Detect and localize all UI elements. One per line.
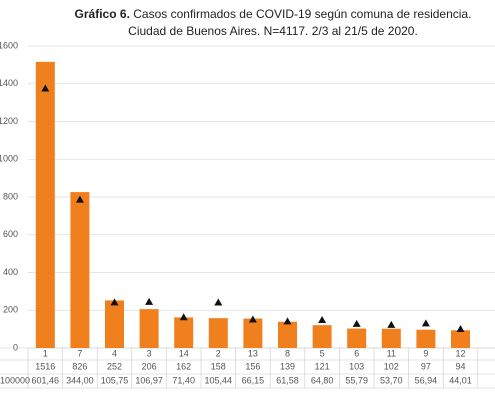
table-value: 102 <box>384 361 399 371</box>
marker <box>421 319 430 327</box>
table-value: 162 <box>176 361 191 371</box>
y-tick-label: 1600 <box>0 40 18 50</box>
table-value: 71,40 <box>172 375 195 385</box>
x-tick-label: 9 <box>423 348 428 358</box>
table-value: 61,58 <box>276 375 299 385</box>
x-tick-label: 7 <box>77 348 82 358</box>
title-text: Casos confirmados de COVID-19 según comu… <box>133 7 471 21</box>
table-value: 206 <box>142 361 157 371</box>
table-value: 44,01 <box>449 375 472 385</box>
table-value: 158 <box>211 361 226 371</box>
marker <box>318 316 327 324</box>
bar <box>35 61 55 348</box>
x-tick-label: 8 <box>285 348 290 358</box>
marker <box>75 195 84 203</box>
bar <box>381 328 401 348</box>
x-tick-label: 11 <box>387 348 396 358</box>
y-tick-label: 600 <box>3 229 18 239</box>
marker <box>41 84 50 92</box>
table-value: 1516 <box>35 361 55 371</box>
chart-title: Gráfico 6. Casos confirmados de COVID-19… <box>75 7 472 21</box>
table-value: 252 <box>107 361 122 371</box>
marker <box>456 325 465 333</box>
row-label: 100000 <box>0 375 30 385</box>
y-tick-label: 800 <box>3 191 18 201</box>
table-value: 97 <box>421 361 431 371</box>
x-tick-label: 4 <box>112 348 117 358</box>
bar <box>243 318 263 348</box>
table-value: 94 <box>455 361 465 371</box>
y-tick-label: 400 <box>3 267 18 277</box>
table-value: 105,75 <box>101 375 129 385</box>
bar <box>139 309 159 348</box>
marker <box>179 313 188 321</box>
y-tick-label: 0 <box>13 342 18 352</box>
x-tick-label: 14 <box>179 348 189 358</box>
marker <box>145 297 154 305</box>
table-value: 64,80 <box>311 375 334 385</box>
table-value: 826 <box>72 361 87 371</box>
table-value: 55,79 <box>345 375 368 385</box>
table-value: 53,70 <box>380 375 403 385</box>
bar <box>208 318 228 348</box>
bar <box>70 192 90 348</box>
marker <box>387 320 396 328</box>
y-tick-label: 1400 <box>0 78 18 88</box>
bar <box>416 329 436 348</box>
bar <box>451 330 470 348</box>
bar <box>347 328 367 348</box>
x-tick-label: 13 <box>248 348 258 358</box>
title-bold: Gráfico 6. <box>75 7 130 21</box>
marker <box>110 298 119 306</box>
marker <box>248 315 257 323</box>
table-value: 121 <box>315 361 330 371</box>
x-tick-label: 3 <box>147 348 152 358</box>
table-value: 56,94 <box>415 375 438 385</box>
table-value: 66,15 <box>242 375 265 385</box>
bar <box>174 317 194 348</box>
x-tick-label: 12 <box>455 348 465 358</box>
x-tick-label: 1 <box>43 348 48 358</box>
y-tick-label: 1200 <box>0 116 18 126</box>
bar <box>105 300 124 348</box>
table-value: 156 <box>245 361 260 371</box>
table-value: 105,44 <box>205 375 233 385</box>
marker <box>283 317 292 325</box>
y-tick-label: 200 <box>3 305 18 315</box>
table-value: 103 <box>349 361 364 371</box>
x-tick-label: 6 <box>354 348 359 358</box>
table-value: 601,46 <box>32 375 60 385</box>
x-tick-label: 5 <box>320 348 325 358</box>
marker <box>352 319 361 327</box>
y-tick-label: 1000 <box>0 154 18 164</box>
table-value: 344,00 <box>66 375 94 385</box>
x-tick-label: 2 <box>216 348 221 358</box>
table-value: 139 <box>280 361 295 371</box>
table-value: 106,97 <box>135 375 163 385</box>
bar <box>278 321 297 348</box>
marker <box>214 298 223 306</box>
chart-subtitle: Ciudad de Buenos Aires. N=4117. 2/3 al 2… <box>128 24 418 38</box>
bar <box>312 325 332 348</box>
